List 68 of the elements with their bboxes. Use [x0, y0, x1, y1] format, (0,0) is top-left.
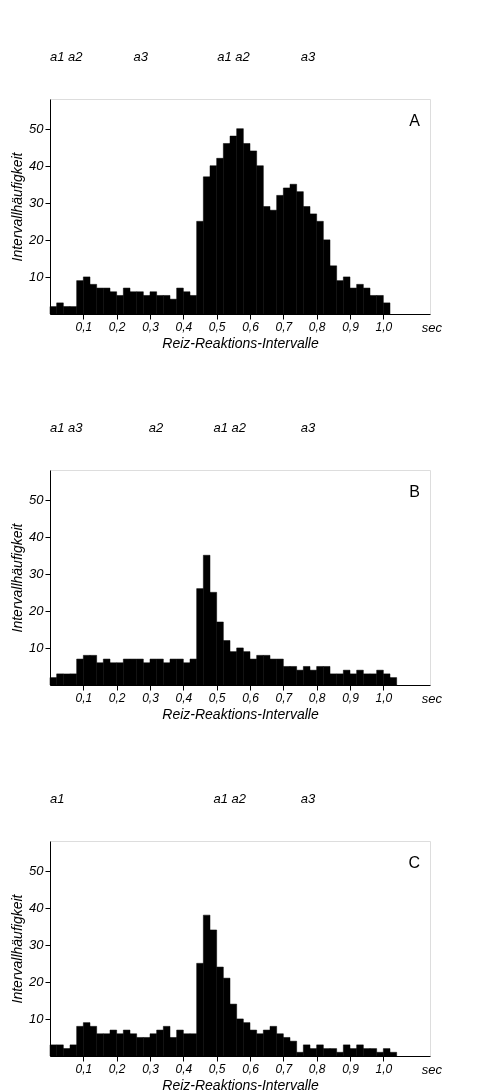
x-axis-title: Reiz-Reaktions-Intervalle [162, 1076, 319, 1092]
y-tick-label: 50 [29, 121, 45, 137]
x-tick-label: 0,3 [142, 690, 160, 705]
text: a2 [148, 420, 165, 435]
x-axis-title: Reiz-Reaktions-Intervalle [162, 334, 319, 351]
x-tick-label: 0,1 [75, 690, 93, 705]
x-tick-label: 1,0 [375, 319, 393, 334]
text: C [408, 854, 420, 871]
y-tick-label: 30 [29, 566, 45, 582]
x-tick-label: 0,1 [75, 319, 93, 334]
text: a3 [300, 420, 317, 435]
x-tick-label: 0,4 [175, 690, 193, 705]
x-tick-label: 0,8 [308, 319, 326, 334]
text: a3 [300, 791, 317, 806]
y-tick-label: 40 [29, 900, 45, 916]
y-tick-label: 10 [29, 269, 45, 285]
y-tick-label: 30 [29, 195, 45, 211]
text: a3 [300, 49, 317, 64]
x-tick-label: 0,9 [342, 1061, 360, 1076]
text: B [409, 483, 420, 500]
y-tick-label: 40 [29, 529, 45, 545]
y-axis-title: Intervallhäufigkeit [9, 151, 26, 262]
y-tick-label: 50 [29, 863, 45, 879]
y-tick-label: 40 [29, 158, 45, 174]
x-tick-label: 0,9 [342, 690, 360, 705]
x-tick-label: 0,6 [242, 319, 260, 334]
x-tick-label: 0,7 [275, 690, 294, 705]
x-tick-label: 0,7 [275, 319, 294, 334]
y-tick-label: 20 [28, 603, 45, 619]
x-tick-label: 0,5 [208, 1061, 226, 1076]
y-tick-label: 10 [29, 1011, 45, 1027]
x-tick-label: 0,6 [242, 690, 260, 705]
x-tick-label: 0,9 [342, 319, 360, 334]
x-tick-label: 0,5 [208, 690, 226, 705]
text: a1 a3 [50, 420, 84, 435]
x-tick-label: 0,3 [142, 1061, 160, 1076]
y-tick-label: 10 [29, 640, 45, 656]
text: a1 a2 [217, 49, 251, 64]
text: a3 [133, 49, 149, 64]
x-tick-label: 0,6 [242, 1061, 260, 1076]
x-tick-label: 0,2 [108, 319, 126, 334]
text: a1 a2 [213, 791, 247, 806]
y-tick-label: 20 [28, 232, 45, 248]
y-tick-label: 30 [29, 937, 45, 953]
y-tick-label: 20 [28, 974, 45, 990]
y-axis-title: Intervallhäufigkeit [9, 893, 26, 1004]
x-tick-label: 1,0 [375, 690, 393, 705]
text: sec [421, 691, 443, 706]
text: a1 [50, 791, 65, 806]
x-tick-label: 0,2 [108, 1061, 126, 1076]
x-tick-label: 0,7 [275, 1061, 294, 1076]
x-tick-label: 0,8 [308, 1061, 326, 1076]
x-tick-label: 0,2 [108, 690, 126, 705]
x-tick-label: 0,1 [75, 1061, 93, 1076]
x-tick-label: 0,4 [175, 319, 193, 334]
text: a1 a2 [213, 420, 247, 435]
text: A [409, 112, 421, 129]
text: a1 a2 [50, 49, 84, 64]
x-tick-label: 0,3 [142, 319, 160, 334]
text: sec [421, 1062, 443, 1077]
x-tick-label: 0,5 [208, 319, 226, 334]
y-tick-label: 50 [29, 492, 45, 508]
x-tick-label: 0,4 [175, 1061, 193, 1076]
text: sec [421, 320, 443, 335]
x-tick-label: 1,0 [375, 1061, 393, 1076]
y-axis-title: Intervallhäufigkeit [9, 522, 26, 633]
x-axis-title: Reiz-Reaktions-Intervalle [162, 705, 319, 722]
x-tick-label: 0,8 [308, 690, 326, 705]
